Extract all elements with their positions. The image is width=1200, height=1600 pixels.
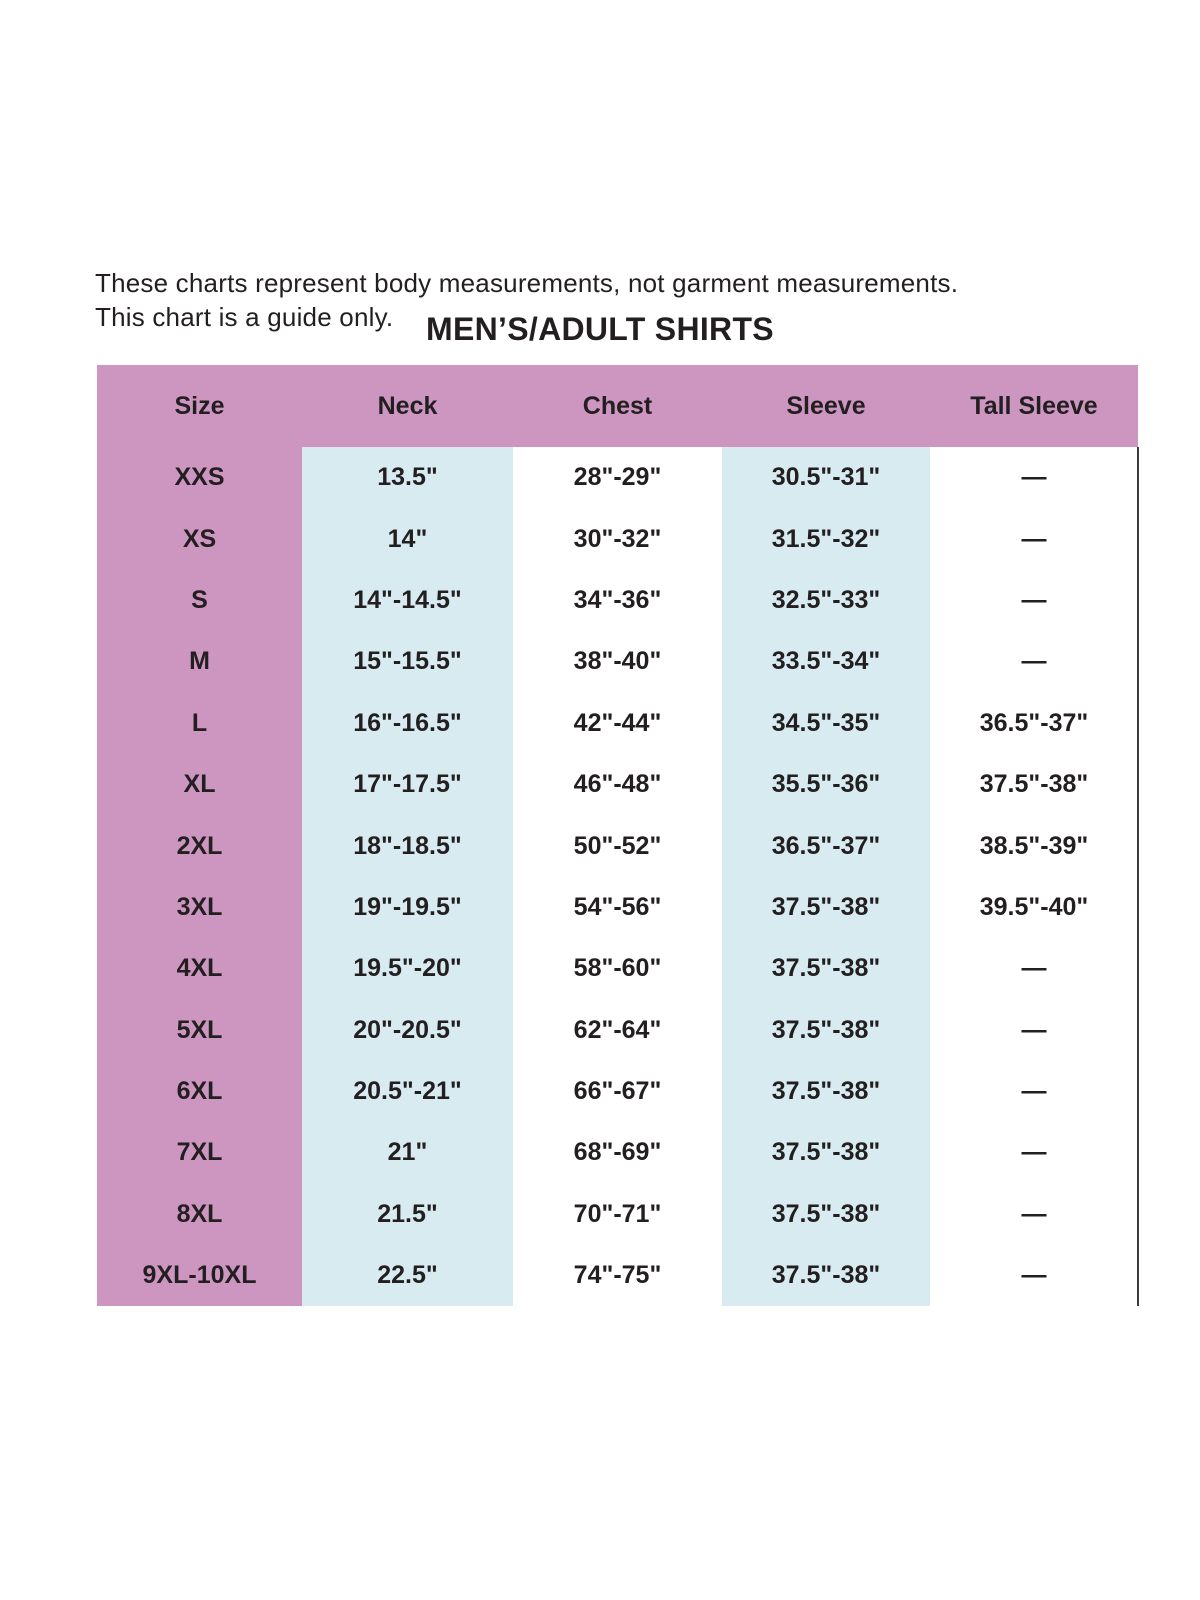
table-row: L 16"-16.5" 42"-44" 34.5"-35" 36.5"-37" <box>97 692 1138 754</box>
sleeve-cell: 37.5"-38" <box>722 1183 930 1246</box>
sleeve-cell: 32.5"-33" <box>722 569 930 632</box>
size-cell: 8XL <box>97 1183 302 1246</box>
chest-cell: 58"-60" <box>513 938 722 1000</box>
size-cell: 9XL-10XL <box>97 1245 302 1307</box>
chest-cell: 30"-32" <box>513 508 722 570</box>
page-title: MEN’S/ADULT SHIRTS <box>426 311 774 347</box>
sleeve-cell: 35.5"-36" <box>722 753 930 816</box>
table-right-border-line <box>1137 447 1139 1306</box>
tall-sleeve-cell: 39.5"-40" <box>930 876 1138 939</box>
tall-sleeve-cell: — <box>930 1245 1138 1307</box>
sleeve-cell: 33.5"-34" <box>722 631 930 693</box>
column-header-tall-sleeve: Tall Sleeve <box>930 365 1138 447</box>
size-cell: M <box>97 631 302 693</box>
table-row: XS 14" 30"-32" 31.5"-32" — <box>97 508 1138 570</box>
sleeve-cell: 37.5"-38" <box>722 1122 930 1184</box>
table-row: 2XL 18"-18.5" 50"-52" 36.5"-37" 38.5"-39… <box>97 815 1138 877</box>
tall-sleeve-cell: 37.5"-38" <box>930 753 1138 816</box>
size-cell: S <box>97 569 302 632</box>
column-header-size: Size <box>97 365 302 447</box>
neck-cell: 20"-20.5" <box>302 999 513 1061</box>
disclaimer-text: These charts represent body measurements… <box>95 266 958 334</box>
size-cell: 4XL <box>97 938 302 1000</box>
neck-cell: 21" <box>302 1122 513 1184</box>
neck-cell: 21.5" <box>302 1183 513 1246</box>
neck-cell: 15"-15.5" <box>302 631 513 693</box>
tall-sleeve-cell: — <box>930 1183 1138 1246</box>
size-cell: XL <box>97 753 302 816</box>
tall-sleeve-cell: — <box>930 447 1138 509</box>
tall-sleeve-cell: 36.5"-37" <box>930 692 1138 754</box>
table-row: 3XL 19"-19.5" 54"-56" 37.5"-38" 39.5"-40… <box>97 876 1138 939</box>
table-row: M 15"-15.5" 38"-40" 33.5"-34" — <box>97 631 1138 693</box>
chest-cell: 62"-64" <box>513 999 722 1061</box>
size-cell: 3XL <box>97 876 302 939</box>
table-header-row: Size Neck Chest Sleeve Tall Sleeve <box>97 365 1138 447</box>
neck-cell: 14" <box>302 508 513 570</box>
neck-cell: 16"-16.5" <box>302 692 513 754</box>
sleeve-cell: 31.5"-32" <box>722 508 930 570</box>
neck-cell: 13.5" <box>302 447 513 509</box>
column-header-sleeve: Sleeve <box>722 365 930 447</box>
sleeve-cell: 36.5"-37" <box>722 815 930 877</box>
chest-cell: 70"-71" <box>513 1183 722 1246</box>
sleeve-cell: 37.5"-38" <box>722 1245 930 1307</box>
chest-cell: 42"-44" <box>513 692 722 754</box>
size-chart-table: Size Neck Chest Sleeve Tall Sleeve XXS 1… <box>97 365 1138 1307</box>
neck-cell: 19.5"-20" <box>302 938 513 1000</box>
size-cell: XS <box>97 508 302 570</box>
tall-sleeve-cell: — <box>930 999 1138 1061</box>
neck-cell: 22.5" <box>302 1245 513 1307</box>
chest-cell: 50"-52" <box>513 815 722 877</box>
table-row: 8XL 21.5" 70"-71" 37.5"-38" — <box>97 1183 1138 1246</box>
size-cell: 7XL <box>97 1122 302 1184</box>
neck-cell: 20.5"-21" <box>302 1060 513 1123</box>
table-row: 4XL 19.5"-20" 58"-60" 37.5"-38" — <box>97 938 1138 1000</box>
disclaimer-line-2: This chart is a guide only. <box>95 302 394 332</box>
tall-sleeve-cell: — <box>930 1060 1138 1123</box>
column-header-neck: Neck <box>302 365 513 447</box>
sleeve-cell: 37.5"-38" <box>722 1060 930 1123</box>
sleeve-cell: 34.5"-35" <box>722 692 930 754</box>
neck-cell: 19"-19.5" <box>302 876 513 939</box>
size-cell: 5XL <box>97 999 302 1061</box>
neck-cell: 18"-18.5" <box>302 815 513 877</box>
chest-cell: 68"-69" <box>513 1122 722 1184</box>
chest-cell: 38"-40" <box>513 631 722 693</box>
sleeve-cell: 37.5"-38" <box>722 938 930 1000</box>
chest-cell: 28"-29" <box>513 447 722 509</box>
sleeve-cell: 37.5"-38" <box>722 999 930 1061</box>
tall-sleeve-cell: — <box>930 631 1138 693</box>
tall-sleeve-cell: — <box>930 508 1138 570</box>
chest-cell: 46"-48" <box>513 753 722 816</box>
sleeve-cell: 30.5"-31" <box>722 447 930 509</box>
size-cell: L <box>97 692 302 754</box>
chest-cell: 34"-36" <box>513 569 722 632</box>
size-cell: XXS <box>97 447 302 509</box>
table-row: XL 17"-17.5" 46"-48" 35.5"-36" 37.5"-38" <box>97 753 1138 816</box>
chest-cell: 54"-56" <box>513 876 722 939</box>
neck-cell: 14"-14.5" <box>302 569 513 632</box>
disclaimer-line-1: These charts represent body measurements… <box>95 268 959 298</box>
table-row: 6XL 20.5"-21" 66"-67" 37.5"-38" — <box>97 1060 1138 1123</box>
tall-sleeve-cell: — <box>930 938 1138 1000</box>
size-cell: 2XL <box>97 815 302 877</box>
sleeve-cell: 37.5"-38" <box>722 876 930 939</box>
chest-cell: 66"-67" <box>513 1060 722 1123</box>
table-row: S 14"-14.5" 34"-36" 32.5"-33" — <box>97 569 1138 632</box>
tall-sleeve-cell: — <box>930 569 1138 632</box>
table-row: XXS 13.5" 28"-29" 30.5"-31" — <box>97 447 1138 509</box>
table-row: 7XL 21" 68"-69" 37.5"-38" — <box>97 1122 1138 1184</box>
column-header-chest: Chest <box>513 365 722 447</box>
tall-sleeve-cell: 38.5"-39" <box>930 815 1138 877</box>
neck-cell: 17"-17.5" <box>302 753 513 816</box>
table-row: 9XL-10XL 22.5" 74"-75" 37.5"-38" — <box>97 1245 1138 1307</box>
tall-sleeve-cell: — <box>930 1122 1138 1184</box>
size-cell: 6XL <box>97 1060 302 1123</box>
table-row: 5XL 20"-20.5" 62"-64" 37.5"-38" — <box>97 999 1138 1061</box>
chest-cell: 74"-75" <box>513 1245 722 1307</box>
